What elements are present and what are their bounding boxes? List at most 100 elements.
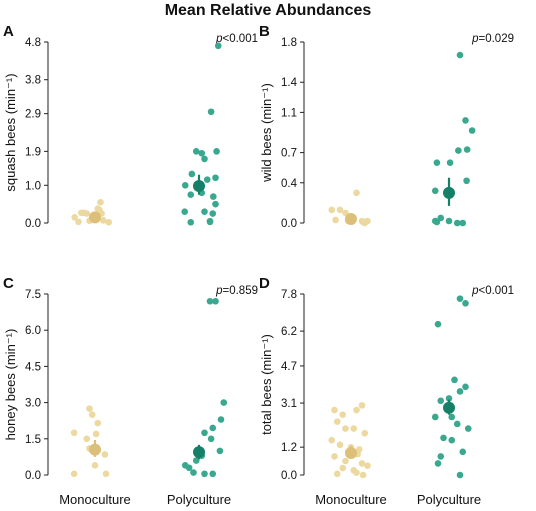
- data-point-polyculture: [468, 127, 476, 134]
- data-point-polyculture: [187, 191, 195, 199]
- data-point-monoculture: [359, 471, 367, 479]
- data-point-polyculture: [462, 299, 469, 307]
- data-point-monoculture: [333, 418, 341, 425]
- data-point-polyculture: [463, 146, 471, 153]
- data-point-monoculture: [88, 411, 96, 418]
- data-point-monoculture: [364, 462, 371, 470]
- data-point-polyculture: [217, 416, 225, 423]
- figure-title: Mean Relative Abundances: [164, 2, 372, 19]
- panel-letter-b: B: [259, 23, 270, 40]
- y-tick-label: 0.0: [25, 218, 41, 230]
- data-point-monoculture: [358, 460, 366, 467]
- data-point-polyculture: [453, 420, 461, 428]
- data-point-polyculture: [201, 155, 208, 163]
- data-point-monoculture: [99, 217, 107, 224]
- data-point-polyculture: [216, 447, 224, 455]
- mean-marker-monoculture: [89, 211, 101, 224]
- y-tick-label: 7.5: [25, 289, 41, 301]
- y-tick-label: 2.9: [25, 109, 41, 121]
- y-tick-label: 1.4: [281, 77, 298, 89]
- y-tick-label: 4.7: [281, 361, 297, 373]
- y-tick-label: 4.8: [25, 37, 41, 49]
- data-point-monoculture: [331, 406, 338, 414]
- data-point-monoculture: [70, 429, 78, 437]
- y-tick-label: 1.8: [281, 37, 297, 49]
- y-tick-label: 1.9: [25, 146, 41, 158]
- data-point-polyculture: [451, 376, 458, 384]
- y-tick-label: 1.0: [25, 180, 41, 192]
- data-point-polyculture: [212, 297, 219, 305]
- data-point-monoculture: [70, 470, 78, 478]
- data-point-monoculture: [102, 470, 110, 478]
- data-point-polyculture: [459, 219, 467, 227]
- p-value-label: p<0.001: [471, 285, 514, 297]
- data-point-polyculture: [433, 159, 441, 166]
- data-point-polyculture: [440, 434, 447, 442]
- data-point-monoculture: [353, 406, 360, 414]
- data-point-polyculture: [209, 470, 217, 478]
- y-tick-label: 0.0: [25, 470, 41, 482]
- x-category-label-monoculture: Monoculture: [315, 492, 387, 507]
- y-tick-label: 1.1: [281, 107, 297, 119]
- data-point-polyculture: [431, 413, 439, 421]
- data-point-polyculture: [456, 471, 464, 479]
- data-point-monoculture: [328, 436, 336, 444]
- y-axis-title: honey bees (min⁻¹): [3, 329, 18, 441]
- data-point-polyculture: [214, 42, 222, 50]
- data-point-monoculture: [83, 435, 91, 443]
- data-point-polyculture: [464, 425, 472, 432]
- data-point-monoculture: [361, 219, 369, 227]
- y-tick-label: 0.7: [281, 148, 297, 160]
- data-point-polyculture: [445, 217, 453, 225]
- data-point-polyculture: [206, 218, 214, 226]
- data-point-monoculture: [86, 405, 93, 412]
- mean-marker-polyculture: [443, 186, 455, 199]
- data-point-polyculture: [437, 453, 445, 460]
- data-point-polyculture: [445, 395, 453, 402]
- data-point-monoculture: [339, 464, 347, 472]
- data-point-monoculture: [339, 411, 347, 418]
- data-point-polyculture: [212, 200, 219, 208]
- data-point-monoculture: [361, 429, 369, 437]
- data-point-monoculture: [353, 189, 360, 197]
- data-point-polyculture: [188, 170, 196, 178]
- p-value-label: p=0.859: [215, 285, 258, 297]
- y-tick-label: 7.8: [281, 289, 297, 301]
- data-point-polyculture: [201, 208, 208, 215]
- data-point-polyculture: [446, 159, 454, 166]
- data-point-polyculture: [455, 147, 462, 154]
- data-point-monoculture: [97, 198, 104, 206]
- mean-marker-polyculture: [193, 446, 205, 459]
- data-point-monoculture: [328, 206, 336, 214]
- data-point-polyculture: [209, 424, 217, 432]
- data-point-polyculture: [181, 208, 188, 215]
- y-tick-label: 0.0: [281, 218, 297, 230]
- data-point-monoculture: [342, 457, 349, 465]
- y-tick-label: 6.2: [281, 326, 297, 338]
- data-point-polyculture: [431, 187, 439, 195]
- x-category-label-polyculture: Polyculture: [167, 492, 231, 507]
- data-point-monoculture: [332, 216, 339, 224]
- data-point-monoculture: [94, 419, 102, 427]
- data-point-monoculture: [336, 206, 344, 214]
- data-point-polyculture: [206, 297, 214, 305]
- data-point-polyculture: [462, 117, 469, 124]
- y-axis-title: squash bees (min⁻¹): [3, 73, 18, 191]
- y-tick-label: 3.8: [25, 75, 41, 87]
- data-point-monoculture: [342, 425, 349, 432]
- y-tick-label: 3.0: [25, 398, 41, 410]
- data-point-polyculture: [207, 108, 215, 116]
- data-point-monoculture: [75, 218, 82, 226]
- mean-marker-polyculture: [193, 180, 205, 193]
- data-point-polyculture: [459, 448, 467, 456]
- mean-marker-monoculture: [345, 446, 357, 459]
- data-point-monoculture: [91, 462, 99, 469]
- y-tick-label: 1.2: [281, 442, 297, 454]
- data-point-monoculture: [336, 441, 344, 449]
- data-point-polyculture: [448, 413, 456, 421]
- data-point-polyculture: [203, 176, 211, 183]
- y-tick-label: 6.0: [25, 325, 41, 337]
- data-point-monoculture: [353, 469, 360, 476]
- data-point-polyculture: [190, 469, 197, 476]
